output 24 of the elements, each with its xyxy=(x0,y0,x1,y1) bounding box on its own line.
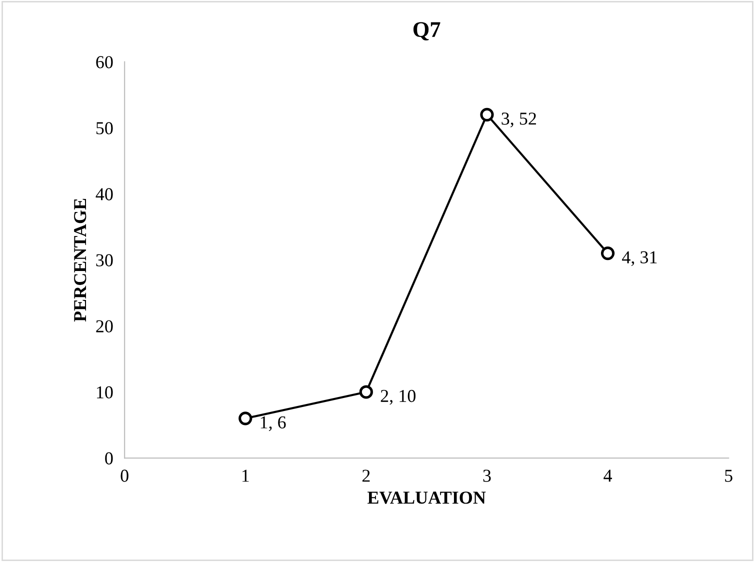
y-tick-label: 40 xyxy=(96,188,113,200)
x-tick-label: 2 xyxy=(362,470,370,482)
x-tick-label: 3 xyxy=(483,470,491,482)
y-tick-label: 0 xyxy=(105,452,113,464)
x-tick-label: 5 xyxy=(725,470,732,482)
y-axis-title: PERCENTAGE xyxy=(74,198,86,322)
point xyxy=(238,412,252,426)
point xyxy=(600,246,615,260)
y-tick-label: 30 xyxy=(96,254,113,266)
x-tick-label: 0 xyxy=(120,470,128,482)
x-axis-title: EVALUATION xyxy=(368,492,486,504)
data-label: 4, 31 xyxy=(622,251,657,266)
y-tick-label: 60 xyxy=(96,56,113,68)
point xyxy=(359,385,373,399)
data-label: 1, 6 xyxy=(260,416,286,432)
data-label: 2, 10 xyxy=(380,390,416,405)
point xyxy=(480,108,494,122)
x-tick-label: 1 xyxy=(242,470,249,482)
y-tick-label: 50 xyxy=(96,122,113,134)
x-tick-label: 4 xyxy=(604,470,612,482)
y-tick-label: 10 xyxy=(96,386,113,398)
chart-title: Q7 xyxy=(413,22,440,40)
y-tick-label: 20 xyxy=(96,320,113,332)
data-label: 3, 52 xyxy=(502,112,536,128)
